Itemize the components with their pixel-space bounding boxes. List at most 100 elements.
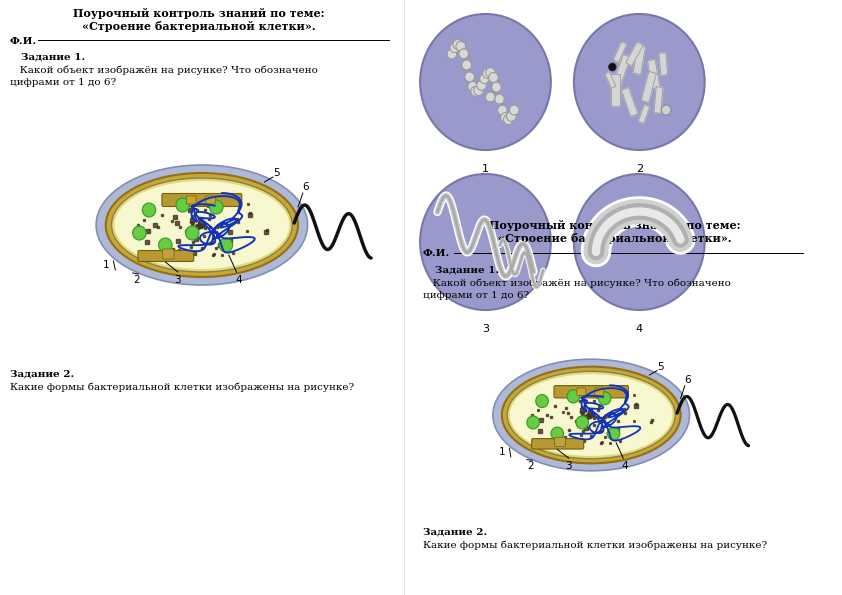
Text: «Строение бактериальной клетки».: «Строение бактериальной клетки». [498, 233, 732, 244]
Text: Какой объект изображён на рисунке? Что обозначено: Какой объект изображён на рисунке? Что о… [9, 65, 317, 74]
Text: 3: 3 [174, 275, 181, 285]
Circle shape [482, 68, 493, 79]
Circle shape [465, 72, 475, 82]
Circle shape [480, 74, 489, 84]
Circle shape [477, 80, 487, 90]
Ellipse shape [106, 173, 298, 277]
Text: 4: 4 [636, 324, 642, 334]
Circle shape [567, 390, 579, 403]
Circle shape [599, 392, 611, 405]
Polygon shape [633, 46, 646, 74]
Circle shape [501, 112, 510, 123]
FancyBboxPatch shape [554, 386, 628, 398]
FancyBboxPatch shape [162, 193, 242, 206]
FancyBboxPatch shape [205, 196, 216, 204]
Text: 5: 5 [658, 362, 664, 372]
Text: 2: 2 [636, 164, 642, 174]
Polygon shape [647, 60, 660, 89]
Circle shape [607, 427, 620, 440]
Ellipse shape [493, 359, 690, 471]
Text: Какие формы бактериальной клетки изображены на рисунке?: Какие формы бактериальной клетки изображ… [423, 540, 767, 550]
Circle shape [471, 86, 481, 96]
Circle shape [494, 94, 504, 104]
Ellipse shape [111, 178, 292, 272]
FancyBboxPatch shape [186, 196, 196, 204]
Circle shape [420, 174, 551, 310]
Circle shape [527, 416, 540, 429]
Circle shape [462, 60, 472, 70]
Circle shape [468, 82, 477, 92]
Circle shape [133, 226, 147, 240]
Circle shape [219, 238, 232, 252]
Circle shape [507, 111, 516, 121]
Polygon shape [611, 74, 620, 106]
Text: 2: 2 [527, 461, 534, 471]
Circle shape [158, 238, 172, 252]
Text: цифрами от 1 до 6?: цифрами от 1 до 6? [9, 78, 115, 87]
FancyBboxPatch shape [555, 437, 565, 447]
Circle shape [492, 82, 501, 92]
Circle shape [574, 14, 705, 150]
Circle shape [185, 226, 199, 240]
Text: Ф.И.: Ф.И. [9, 37, 37, 46]
Circle shape [453, 39, 462, 49]
Polygon shape [654, 87, 663, 113]
Polygon shape [659, 53, 668, 75]
Text: 4: 4 [622, 461, 628, 471]
FancyBboxPatch shape [163, 249, 174, 259]
Text: 5: 5 [274, 168, 280, 178]
Text: цифрами от 1 до 6?: цифрами от 1 до 6? [423, 291, 529, 300]
Text: 1: 1 [103, 260, 109, 270]
Text: Ф.И.: Ф.И. [423, 249, 450, 258]
Circle shape [486, 68, 495, 78]
Circle shape [456, 42, 466, 51]
Circle shape [486, 92, 495, 102]
Text: 1: 1 [482, 164, 489, 174]
Text: Задание 1.: Задание 1. [21, 52, 85, 61]
Circle shape [661, 105, 671, 115]
Text: 6: 6 [685, 375, 691, 384]
Circle shape [609, 63, 616, 71]
Circle shape [474, 86, 483, 96]
Text: 3: 3 [566, 461, 573, 471]
Circle shape [536, 394, 548, 408]
Text: Задание 2.: Задание 2. [9, 370, 74, 379]
Circle shape [551, 427, 563, 440]
Polygon shape [638, 105, 650, 124]
Text: 2: 2 [133, 275, 140, 285]
Polygon shape [621, 87, 638, 117]
Ellipse shape [502, 367, 680, 464]
Ellipse shape [96, 165, 307, 285]
Text: 6: 6 [302, 182, 309, 192]
Polygon shape [613, 42, 626, 62]
FancyBboxPatch shape [531, 439, 584, 449]
Polygon shape [614, 55, 631, 86]
Text: 1: 1 [498, 447, 505, 457]
Text: Задание 2.: Задание 2. [423, 527, 488, 536]
Circle shape [176, 198, 189, 212]
Text: Задание 1.: Задание 1. [434, 265, 498, 274]
Circle shape [574, 174, 705, 310]
Polygon shape [626, 42, 643, 66]
Circle shape [488, 73, 498, 83]
Circle shape [142, 203, 156, 217]
FancyBboxPatch shape [577, 388, 586, 396]
Text: Поурочный контроль знаний по теме:: Поурочный контроль знаний по теме: [489, 220, 741, 231]
Circle shape [459, 49, 468, 59]
Text: «Строение бактериальной клетки».: «Строение бактериальной клетки». [83, 21, 316, 32]
Circle shape [447, 49, 456, 59]
Ellipse shape [507, 371, 675, 459]
Circle shape [504, 115, 513, 124]
Circle shape [498, 105, 507, 115]
Text: 3: 3 [482, 324, 489, 334]
Circle shape [576, 416, 589, 429]
Ellipse shape [115, 181, 290, 269]
Text: Поурочный контроль знаний по теме:: Поурочный контроль знаний по теме: [73, 8, 325, 19]
Circle shape [450, 43, 460, 52]
Polygon shape [642, 71, 656, 102]
Circle shape [210, 200, 223, 214]
FancyBboxPatch shape [594, 388, 604, 396]
Ellipse shape [510, 374, 673, 456]
Text: 4: 4 [235, 275, 242, 285]
Text: Какой объект изображён на рисунке? Что обозначено: Какой объект изображён на рисунке? Что о… [423, 278, 731, 287]
